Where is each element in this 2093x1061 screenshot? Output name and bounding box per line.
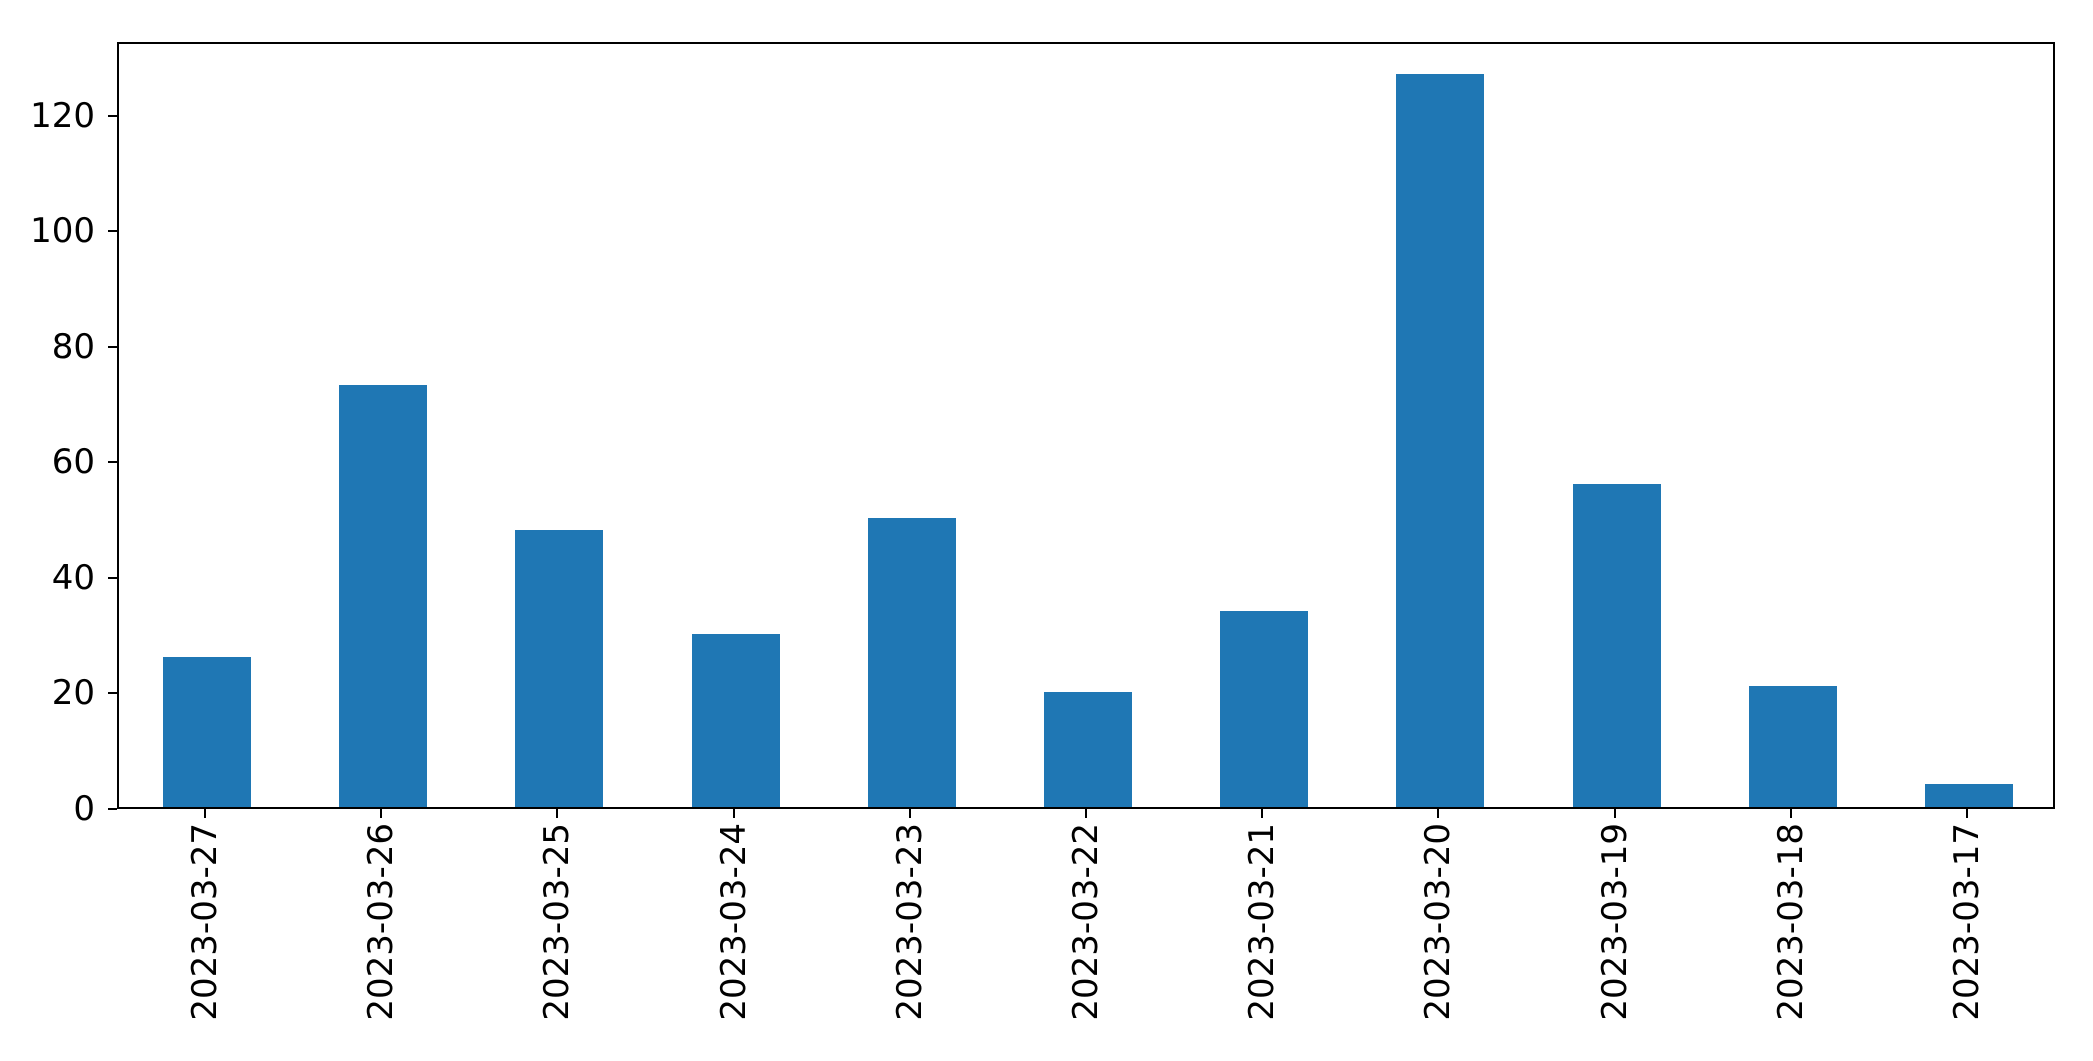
- x-tick-label: 2023-03-27: [185, 823, 226, 1021]
- y-tick-mark: [108, 808, 117, 810]
- bar: [515, 529, 604, 807]
- bar: [1924, 783, 2013, 807]
- y-tick-label: 80: [51, 326, 95, 367]
- x-tick-mark: [1261, 809, 1264, 818]
- y-tick-mark: [108, 461, 117, 464]
- x-tick-label: 2023-03-18: [1770, 823, 1811, 1021]
- y-tick-label: 40: [51, 557, 95, 598]
- x-tick-mark: [380, 809, 383, 818]
- x-tick-label: 2023-03-21: [1242, 823, 1283, 1021]
- x-tick-label: 2023-03-23: [889, 823, 930, 1021]
- x-tick-mark: [1613, 809, 1616, 818]
- y-tick-mark: [108, 692, 117, 695]
- y-tick-mark: [108, 230, 117, 233]
- x-tick-label: 2023-03-20: [1418, 823, 1459, 1021]
- x-tick-label: 2023-03-17: [1946, 823, 1987, 1021]
- bar: [1396, 73, 1485, 807]
- bar: [867, 518, 956, 807]
- y-tick-label: 60: [51, 442, 95, 483]
- bar: [1220, 610, 1309, 807]
- x-tick-mark: [204, 809, 207, 818]
- plot-area: [117, 42, 2055, 809]
- x-tick-label: 2023-03-24: [713, 823, 754, 1021]
- x-tick-mark: [556, 809, 559, 818]
- y-tick-label: 100: [30, 211, 95, 252]
- bar: [1043, 691, 1133, 807]
- y-tick-mark: [108, 114, 117, 117]
- x-tick-mark: [1965, 809, 1968, 818]
- x-tick-mark: [1085, 809, 1087, 818]
- x-tick-label: 2023-03-26: [361, 823, 402, 1021]
- x-tick-mark: [1789, 809, 1792, 818]
- x-tick-mark: [732, 809, 735, 818]
- y-tick-label: 20: [51, 673, 95, 714]
- x-tick-label: 2023-03-22: [1066, 823, 1106, 1021]
- bar: [1748, 685, 1837, 807]
- bar: [1572, 483, 1661, 807]
- bar: [163, 656, 252, 807]
- x-tick-label: 2023-03-25: [537, 823, 578, 1021]
- y-tick-mark: [108, 345, 117, 348]
- y-tick-label: 0: [73, 789, 95, 829]
- x-tick-mark: [1437, 809, 1440, 818]
- y-tick-label: 120: [30, 95, 95, 136]
- x-tick-label: 2023-03-19: [1594, 823, 1635, 1021]
- bar: [339, 385, 428, 807]
- x-tick-mark: [908, 809, 911, 818]
- y-tick-mark: [108, 576, 117, 579]
- bar: [691, 633, 780, 807]
